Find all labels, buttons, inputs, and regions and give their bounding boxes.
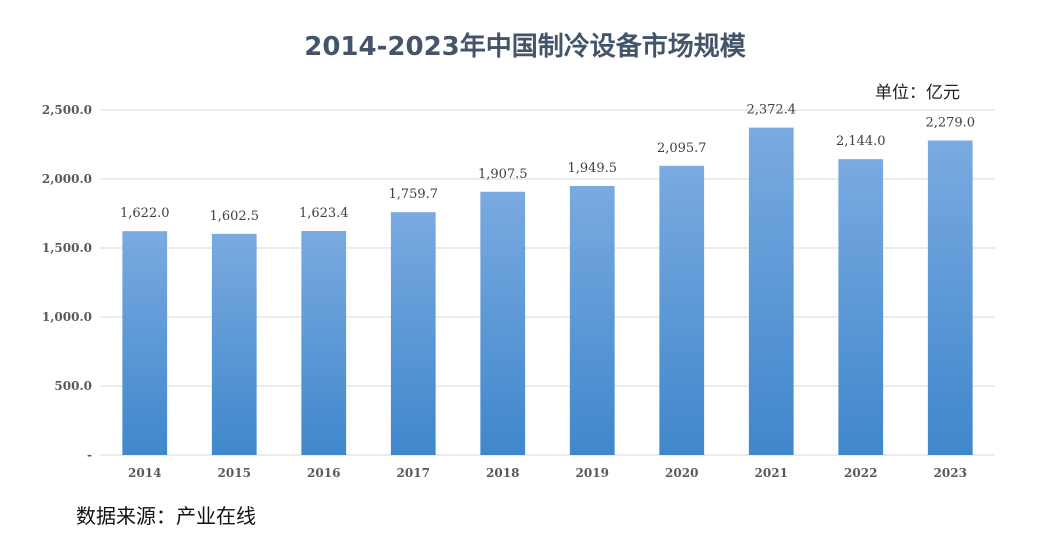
y-tick-label: 1,000.0	[42, 310, 92, 324]
unit-label: 单位：亿元	[875, 83, 960, 103]
x-tick-label: 2019	[576, 466, 609, 480]
x-tick-label: 2016	[307, 466, 340, 480]
data-label-2021: 2,372.4	[746, 103, 796, 118]
y-tick-label: 500.0	[54, 379, 92, 393]
data-label-2022: 2,144.0	[836, 134, 886, 149]
data-labels: 1,622.0 1,602.5 1,623.4 1,759.7 1,907.5 1,949…	[120, 103, 975, 224]
bar-2018	[480, 191, 526, 455]
data-label-2020: 2,095.7	[657, 141, 707, 156]
x-tick-label: 2017	[397, 466, 430, 480]
x-tick-label: 2020	[665, 466, 698, 480]
data-label-2014: 1,622.0	[120, 206, 170, 221]
y-tick-label: 1,500.0	[42, 241, 92, 255]
bar-2014	[122, 231, 168, 455]
x-tick-label: 2015	[218, 466, 251, 480]
bars	[122, 127, 973, 456]
y-axis-ticks: - 500.0 1,000.0 1,500.0 2,000.0 2,500.0	[42, 103, 92, 462]
bar-2021	[748, 127, 794, 456]
data-label-2015: 1,602.5	[209, 209, 259, 224]
data-label-2019: 1,949.5	[567, 161, 617, 176]
y-tick-label: -	[87, 448, 92, 462]
x-axis-ticks: 2014 2015 2016 2017 2018 2019 2020 2021 2022 2023	[128, 466, 967, 480]
data-label-2016: 1,623.4	[299, 206, 349, 221]
y-tick-label: 2,500.0	[42, 103, 92, 117]
x-tick-label: 2023	[934, 466, 967, 480]
data-label-2023: 2,279.0	[925, 115, 975, 130]
y-tick-label: 2,000.0	[42, 172, 92, 186]
bar-2017	[390, 212, 436, 455]
x-tick-label: 2014	[128, 466, 161, 480]
bar-2022	[838, 159, 884, 456]
bar-2020	[659, 165, 705, 455]
data-label-2018: 1,907.5	[478, 167, 528, 182]
bar-2015	[211, 233, 257, 455]
chart-title: 2014-2023年中国制冷设备市场规模	[304, 32, 746, 62]
bar-2019	[569, 185, 615, 455]
x-tick-label: 2022	[844, 466, 877, 480]
x-tick-label: 2021	[755, 466, 788, 480]
data-label-2017: 1,759.7	[388, 187, 438, 202]
source-note: 数据来源：产业在线	[76, 504, 256, 528]
bar-2023	[927, 140, 973, 456]
x-tick-label: 2018	[486, 466, 519, 480]
bar-2016	[301, 230, 347, 455]
